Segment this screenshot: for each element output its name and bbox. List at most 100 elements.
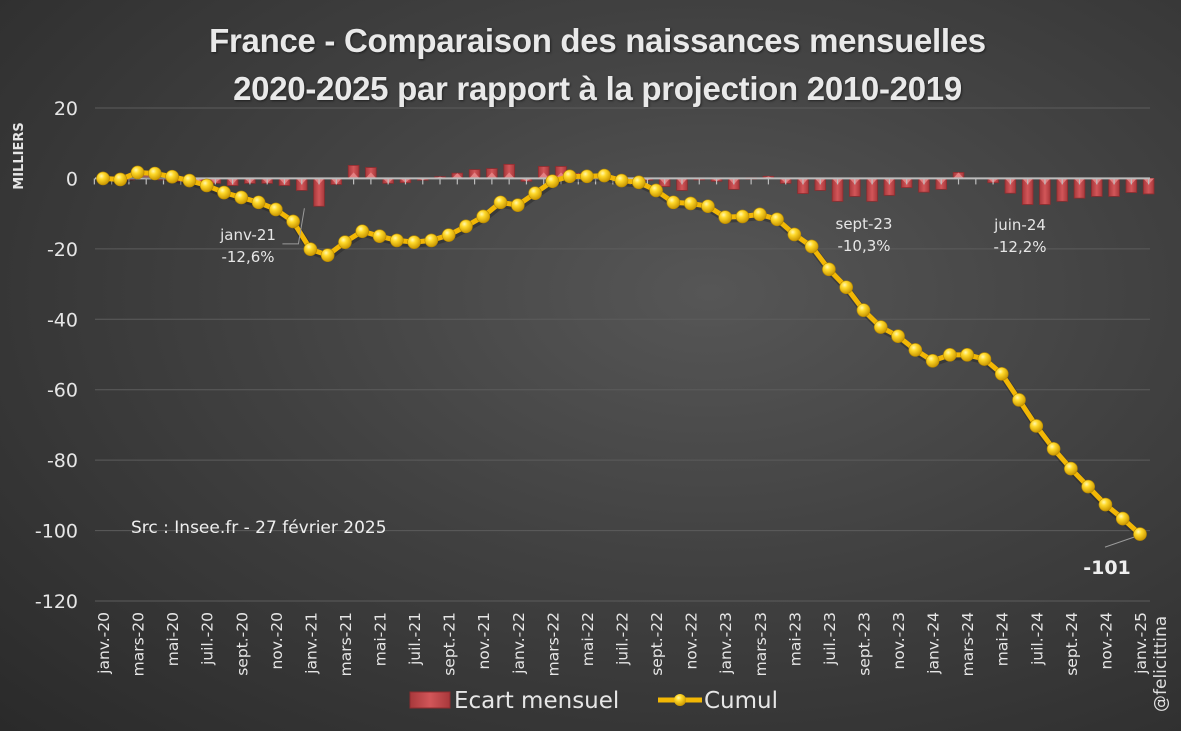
y-axis-label: MILLIERS — [12, 122, 27, 189]
cumul-point — [251, 195, 266, 210]
x-tick-label: mai-24 — [994, 612, 1012, 666]
cumul-point — [752, 207, 767, 222]
annotations: janv-21 -12,6% sept-23 -10,3% juin-24 -12,2% -… — [219, 208, 1135, 579]
x-tick-label: mai-22 — [579, 612, 597, 666]
cumul-point — [787, 227, 802, 242]
cumul-point — [804, 239, 819, 254]
cumul-point — [649, 183, 663, 198]
x-tick-label: janv.-20 — [95, 612, 113, 675]
x-tick-label: juil.-24 — [1028, 612, 1046, 666]
y-tick-label: -80 — [47, 450, 78, 472]
cumul-point — [701, 199, 715, 214]
x-tick-label: juil.-22 — [614, 612, 632, 666]
x-tick-label: nov.-20 — [268, 612, 286, 670]
x-tick-label: mars-21 — [337, 612, 355, 676]
cumul-point — [493, 195, 508, 210]
bar-highlight — [469, 172, 480, 179]
x-tick-label: sept.-21 — [441, 612, 459, 676]
cumul-point — [165, 169, 179, 184]
cumul-point — [320, 248, 335, 262]
y-tick-label: -40 — [47, 309, 78, 331]
cumul-point — [597, 168, 612, 183]
y-axis: 20 0 -20 -40 -60 -80 -100 -120 — [35, 98, 78, 613]
cumul-point — [528, 186, 542, 201]
bar-highlight — [451, 173, 463, 179]
annotation-leader — [1104, 536, 1135, 548]
cumul-point — [1081, 479, 1095, 494]
annotation-juin24-label: juin-24 — [993, 216, 1046, 234]
cumul-point — [1064, 461, 1078, 476]
cumul-point — [960, 348, 974, 362]
x-tick-label: janv.-24 — [925, 612, 943, 675]
cumul-point — [269, 202, 283, 217]
annotation-juin24-value: -12,2% — [993, 238, 1046, 256]
annotation-janv21-label: janv-21 — [219, 226, 276, 244]
bar-highlight — [348, 172, 359, 179]
cumul-point — [338, 235, 352, 249]
cumul-point — [683, 196, 698, 211]
legend-label-ecart: Ecart mensuel — [454, 688, 619, 714]
cumul-point — [925, 354, 940, 368]
cumul-point — [545, 174, 560, 189]
bar-highlight — [953, 172, 964, 179]
legend: Ecart mensuel Cumul — [409, 688, 778, 714]
source-note: Src : Insee.fr - 27 février 2025 — [131, 518, 387, 538]
cumul-point — [873, 320, 888, 334]
x-tick-label: janv.-25 — [1132, 612, 1150, 675]
cumul-point — [562, 169, 577, 184]
legend-label-cumul: Cumul — [704, 688, 778, 714]
x-axis-labels: janv.-20 mars-20 mai-20 juil.-20 sept.-20 nov… — [95, 612, 1150, 676]
cumul-point — [822, 262, 836, 277]
annotation-janv21-value: -12,6% — [221, 248, 274, 266]
cumul-point — [390, 233, 404, 248]
x-tick-label: nov.-21 — [475, 612, 493, 670]
cumul-point — [666, 195, 681, 210]
cumul-point — [441, 228, 456, 242]
cumul-point — [510, 198, 525, 212]
cumul-point — [234, 190, 249, 205]
cumul-point — [735, 209, 750, 224]
line-series — [96, 165, 1147, 541]
cumul-point — [614, 173, 629, 188]
cumul-point — [1046, 442, 1061, 456]
x-tick-label: mai-23 — [786, 612, 804, 666]
cumul-point — [891, 329, 905, 343]
cumul-point — [113, 172, 128, 187]
cumul-point — [199, 178, 214, 193]
cumul-point — [96, 171, 110, 186]
x-tick-label: nov.-22 — [683, 612, 701, 670]
cumul-point — [839, 280, 853, 295]
cumul-point — [631, 175, 646, 190]
cumul-point — [372, 229, 387, 243]
x-tick-label: mars-23 — [752, 612, 770, 676]
annotation-sept23-value: -10,3% — [837, 237, 890, 255]
cumul-point — [1029, 419, 1044, 433]
cumul-point — [217, 185, 231, 200]
cumul-point — [407, 235, 421, 249]
legend-swatch-cumul-marker — [674, 694, 686, 706]
bar-highlight — [486, 172, 498, 179]
y-tick-label: -20 — [47, 239, 78, 261]
x-tick-label: nov.-23 — [890, 612, 908, 670]
x-tick-label: mars-20 — [130, 612, 148, 676]
x-tick-label: nov.-24 — [1097, 612, 1115, 670]
cumul-point — [1115, 511, 1130, 526]
cumul-point — [148, 166, 162, 181]
cumul-point — [1098, 497, 1113, 512]
cumul-point — [994, 367, 1009, 381]
y-tick-label: 0 — [66, 168, 78, 190]
cumul-point — [130, 165, 145, 180]
y-tick-label: 20 — [54, 98, 78, 120]
annotation-final-value: -101 — [1083, 557, 1131, 579]
cumul-point — [1133, 527, 1147, 541]
cumul-point — [977, 352, 992, 366]
cumul-point — [1012, 393, 1026, 407]
annotation-sept23-label: sept-23 — [836, 215, 893, 233]
x-tick-label: sept.-20 — [233, 612, 251, 676]
x-tick-label: sept.-22 — [648, 612, 666, 676]
y-tick-label: -100 — [35, 521, 78, 543]
x-tick-label: janv.-21 — [302, 612, 320, 675]
x-tick-label: janv.-23 — [717, 612, 735, 675]
x-tick-label: janv.-22 — [510, 612, 528, 675]
bar-highlight — [503, 172, 515, 179]
